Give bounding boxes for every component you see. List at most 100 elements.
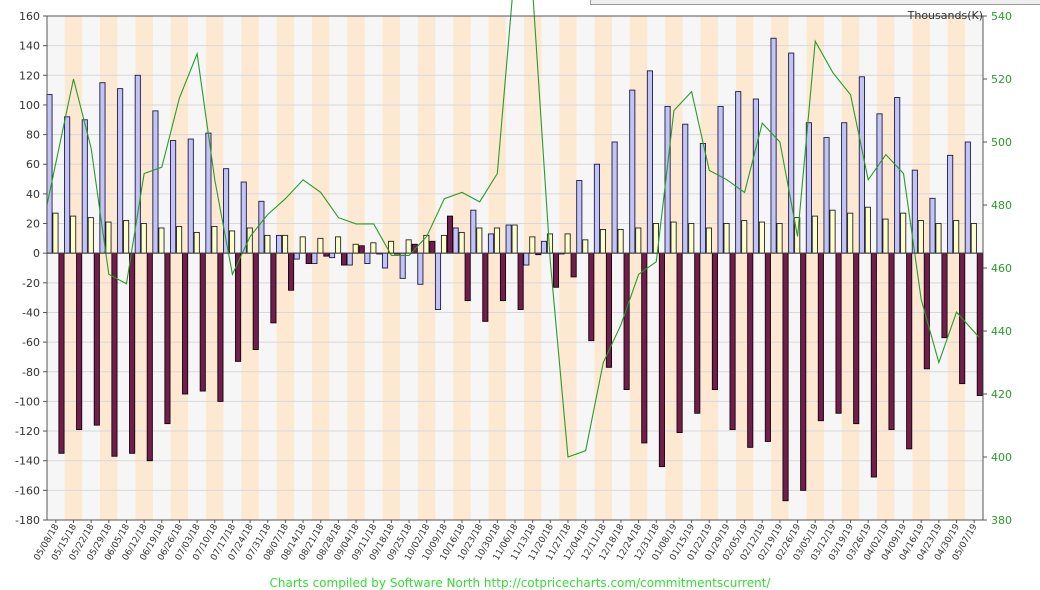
bar-s3-11/06/18 <box>517 252 524 310</box>
rtick-label-420: 420 <box>991 388 1012 401</box>
bar-s2-03/12/19 <box>829 209 836 254</box>
bar-s2-01/22/19 <box>705 227 712 254</box>
ytick-label-60: 60 <box>26 158 40 171</box>
rtick-label-380: 380 <box>991 514 1012 527</box>
band-23 <box>453 16 471 520</box>
bar-s3-08/07/18 <box>288 252 295 291</box>
band-22 <box>435 16 454 520</box>
bar-s1-10/09/18 <box>434 252 442 310</box>
bar-s3-10/30/18 <box>499 252 507 302</box>
bar-s2-07/03/18 <box>193 231 200 254</box>
bar-s1-08/14/18 <box>293 252 300 260</box>
bar-s2-05/22/18 <box>87 217 94 254</box>
bar-s2-05/15/18 <box>70 215 77 254</box>
bar-s2-03/05/19 <box>811 215 818 254</box>
bar-s3-12/18/18 <box>623 252 630 391</box>
ytick-label--80: -80 <box>22 366 40 379</box>
bar-s2-09/11/18 <box>370 242 377 254</box>
bar-s1-09/18/18 <box>381 252 389 269</box>
bar-s2-11/06/18 <box>511 224 518 254</box>
bar-s1-07/03/18 <box>187 138 194 254</box>
bar-s2-06/26/18 <box>176 226 183 254</box>
bar-s3-03/19/19 <box>853 252 860 425</box>
bar-s2-10/23/18 <box>476 227 483 254</box>
ytick-label--140: -140 <box>15 455 40 468</box>
bar-s1-08/28/18 <box>328 252 336 259</box>
bar-s3-05/07/19 <box>976 252 983 396</box>
rtick-label-500: 500 <box>991 136 1012 149</box>
bar-s3-04/23/19 <box>941 252 948 339</box>
band-21 <box>417 16 436 520</box>
bar-s2-08/21/18 <box>317 237 324 254</box>
bar-s2-09/25/18 <box>405 239 412 254</box>
bar-s3-12/31/18 <box>658 252 665 468</box>
bar-s2-07/10/18 <box>211 226 218 254</box>
bar-s1-06/26/18 <box>170 140 177 254</box>
ytick-label-160: 160 <box>19 10 40 23</box>
bar-s2-06/19/18 <box>158 227 165 254</box>
bar-s2-04/09/19 <box>900 212 907 254</box>
bar-s1-07/31/18 <box>258 200 265 254</box>
bar-s3-01/15/19 <box>694 252 701 414</box>
bar-s2-08/14/18 <box>299 236 306 254</box>
bar-s3-05/29/18 <box>111 252 118 457</box>
bar-s3-02/12/19 <box>764 252 771 442</box>
bar-s1-11/13/18 <box>523 252 530 266</box>
band-14 <box>294 16 312 520</box>
bar-s1-03/26/19 <box>858 76 865 254</box>
bar-s2-03/26/19 <box>864 206 871 254</box>
bar-s1-05/15/18 <box>64 116 71 254</box>
bar-s2-01/08/19 <box>670 221 677 254</box>
bar-s2-04/02/19 <box>882 218 889 254</box>
bar-s2-02/05/19 <box>741 220 748 254</box>
bar-s1-01/22/19 <box>699 143 706 254</box>
bar-s3-06/26/18 <box>182 252 189 395</box>
bar-s3-11/27/18 <box>570 252 577 278</box>
band-16 <box>329 16 348 520</box>
ytick-label--20: -20 <box>22 277 40 290</box>
bar-s3-01/08/19 <box>676 252 683 433</box>
band-15 <box>311 16 330 520</box>
bar-s3-02/05/19 <box>747 252 754 448</box>
bar-s2-01/15/19 <box>688 223 695 254</box>
band-12 <box>258 16 277 520</box>
bar-s3-10/16/18 <box>464 252 471 302</box>
bar-s1-09/11/18 <box>364 252 371 265</box>
bar-s2-01/29/19 <box>723 223 730 254</box>
bar-s1-01/29/19 <box>717 105 724 254</box>
bar-s3-05/15/18 <box>76 252 83 431</box>
bar-s2-03/19/19 <box>847 212 854 254</box>
bar-s2-12/18/18 <box>617 229 624 254</box>
band-49 <box>912 16 931 520</box>
bar-s3-12/04/18 <box>588 252 595 342</box>
bar-s2-10/09/18 <box>440 234 448 254</box>
bar-s1-10/02/18 <box>417 252 424 285</box>
right-axis-label: Thousands(K) <box>907 9 983 22</box>
bar-s3-01/22/19 <box>711 252 718 391</box>
bar-s3-02/19/19 <box>782 252 789 502</box>
bar-s1-04/30/19 <box>947 154 954 254</box>
bar-s1-10/16/18 <box>452 227 459 254</box>
bar-s3-04/16/19 <box>923 252 930 370</box>
bar-s1-11/20/18 <box>540 240 548 254</box>
bar-s2-12/11/18 <box>599 229 606 254</box>
bar-s3-07/10/18 <box>217 252 224 402</box>
band-51 <box>947 16 966 520</box>
ytick-label--100: -100 <box>15 395 40 408</box>
bar-s2-04/16/19 <box>917 220 924 254</box>
top-frame <box>590 0 1040 5</box>
bar-s1-12/18/18 <box>611 141 618 254</box>
bar-s1-11/06/18 <box>505 224 512 254</box>
bar-s3-10/09/18 <box>446 215 454 254</box>
band-30 <box>576 16 595 520</box>
band-17 <box>347 16 365 520</box>
bar-s3-05/08/18 <box>58 252 65 454</box>
bar-s3-03/05/19 <box>817 252 824 422</box>
bar-s3-09/04/18 <box>358 245 365 254</box>
footer-credit[interactable]: Charts compiled by Software North http:/… <box>269 576 771 590</box>
band-31 <box>594 16 613 520</box>
bar-s2-12/24/18 <box>635 227 642 254</box>
line-series <box>46 0 980 458</box>
bar-s3-07/03/18 <box>199 252 206 392</box>
bar-s2-04/23/19 <box>935 223 942 254</box>
